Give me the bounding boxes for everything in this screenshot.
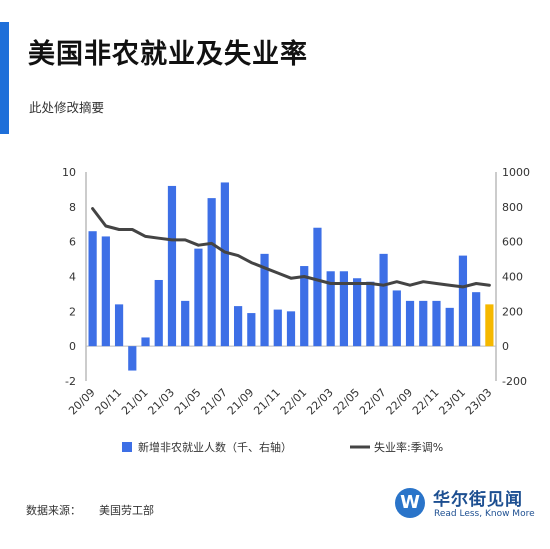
bar: [141, 337, 150, 347]
bar: [379, 253, 388, 347]
title-accent-bar: [0, 22, 9, 134]
legend-label-line: 失业率:季调%: [374, 440, 443, 454]
y-left-tick-label: -2: [65, 375, 76, 388]
bar: [167, 185, 177, 347]
x-tick-label: 21/07: [198, 386, 230, 418]
y-left-tick-label: 8: [69, 201, 76, 214]
bar: [88, 231, 97, 347]
y-left-tick-label: 10: [62, 166, 76, 179]
x-tick-label: 22/11: [410, 386, 442, 418]
bar: [114, 304, 124, 347]
y-left-tick-label: 0: [69, 340, 76, 353]
bar: [260, 253, 269, 347]
bar: [472, 292, 481, 347]
brand-icon: W: [395, 488, 425, 518]
x-tick-label: 20/11: [93, 386, 125, 418]
y-right-tick-label: 400: [502, 271, 523, 284]
x-tick-label: 21/05: [172, 386, 204, 418]
x-tick-label: 20/09: [66, 386, 98, 418]
source-label: 数据来源：: [26, 504, 81, 517]
bar: [247, 313, 256, 347]
x-tick-label: 21/01: [119, 386, 151, 418]
bar: [101, 236, 110, 347]
brand-name: 华尔街见闻: [433, 490, 523, 510]
bar: [366, 281, 375, 347]
x-tick-label: 21/03: [145, 386, 177, 418]
y-left-tick-label: 6: [69, 236, 76, 249]
bar: [128, 346, 137, 371]
y-right-tick-label: -200: [502, 375, 527, 388]
brand-logo: W 华尔街见闻 Read Less, Know More: [395, 486, 535, 526]
bar: [273, 309, 282, 347]
x-tick-label: 22/03: [304, 386, 336, 418]
bar: [485, 304, 494, 347]
legend-label-bars: 新增非农就业人数（千、右轴）: [138, 440, 292, 454]
bar: [313, 227, 322, 347]
bar: [419, 300, 428, 347]
y-right-tick-label: 0: [502, 340, 509, 353]
page-title: 美国非农就业及失业率: [28, 39, 308, 70]
bar: [286, 311, 296, 347]
x-tick-label: 23/03: [463, 386, 495, 418]
y-right-tick-label: 200: [502, 305, 523, 318]
bar: [405, 300, 415, 347]
bar: [458, 255, 468, 347]
y-left-tick-label: 2: [69, 305, 76, 318]
x-tick-label: 23/01: [436, 386, 468, 418]
y-left-tick-label: 4: [69, 271, 76, 284]
page-subtitle: 此处修改摘要: [29, 100, 105, 115]
bar: [339, 271, 349, 347]
x-tick-label: 22/07: [357, 386, 389, 418]
source-value: 美国劳工部: [99, 504, 154, 517]
x-tick-label: 22/01: [278, 386, 310, 418]
bar: [300, 266, 309, 347]
brand-tagline: Read Less, Know More: [434, 509, 535, 519]
bar: [233, 306, 243, 347]
unemployment-line: [91, 207, 491, 289]
bar: [154, 279, 163, 347]
bar: [207, 198, 216, 347]
bar: [326, 271, 335, 347]
legend-swatch-bars: [122, 442, 132, 452]
bar: [353, 278, 362, 347]
x-tick-label: 22/05: [331, 386, 363, 418]
data-source: 数据来源： 美国劳工部: [26, 502, 172, 518]
bar: [181, 300, 190, 347]
bar: [392, 290, 401, 347]
y-right-tick-label: 1000: [502, 166, 530, 179]
bar: [220, 182, 229, 347]
y-right-tick-label: 800: [502, 201, 523, 214]
bar: [194, 248, 203, 347]
x-tick-label: 22/09: [384, 386, 416, 418]
bar: [432, 300, 441, 347]
x-tick-label: 21/11: [251, 386, 283, 418]
x-tick-label: 21/09: [225, 386, 257, 418]
y-right-tick-label: 600: [502, 236, 523, 249]
bar: [445, 307, 454, 347]
